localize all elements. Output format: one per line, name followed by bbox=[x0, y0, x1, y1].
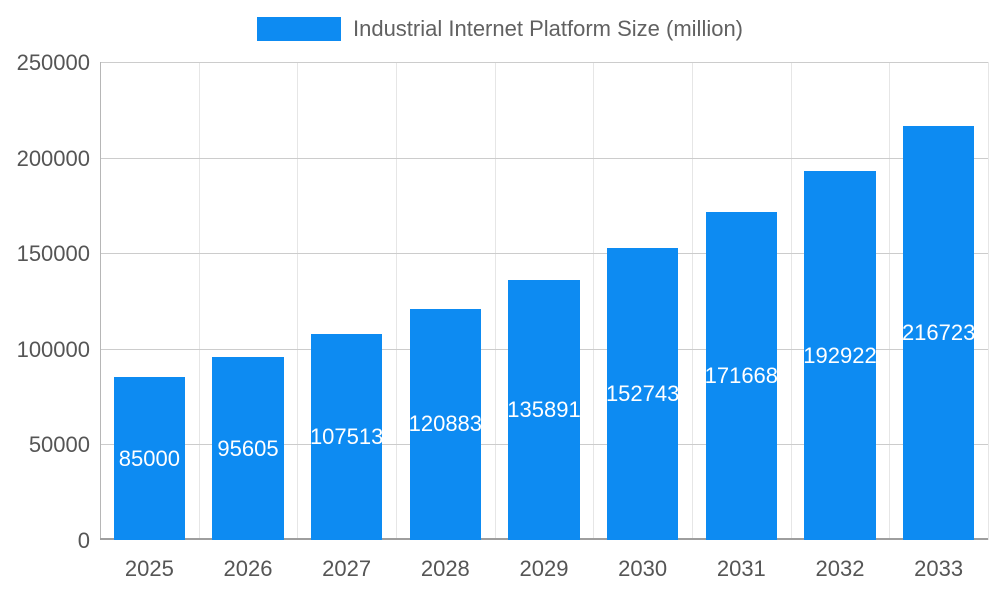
y-axis-tick-label: 100000 bbox=[16, 336, 90, 362]
vertical-gridline bbox=[396, 62, 397, 540]
plot-area: 0 50000 100000 150000 200000 250000 85000 2025 9… bbox=[17, 50, 989, 581]
legend-label: Industrial Internet Platform Size (milli… bbox=[352, 16, 744, 41]
x-axis-tick-label: 2026 bbox=[223, 556, 273, 581]
bar-2030 bbox=[607, 247, 679, 540]
legend-swatch bbox=[256, 17, 341, 41]
vertical-gridline bbox=[988, 62, 989, 540]
bar-2027 bbox=[311, 334, 383, 540]
x-axis-tick-label: 2028 bbox=[420, 556, 470, 581]
y-axis-tick-label: 250000 bbox=[16, 50, 90, 75]
bar-2026 bbox=[212, 357, 284, 540]
bar-2025 bbox=[113, 377, 185, 540]
x-axis-tick-label: 2030 bbox=[618, 556, 668, 581]
vertical-gridline bbox=[297, 62, 299, 540]
vertical-gridline bbox=[889, 62, 891, 540]
vertical-gridline bbox=[198, 62, 200, 540]
vertical-gridline bbox=[593, 62, 595, 540]
x-axis-tick-label: 2032 bbox=[815, 556, 865, 581]
x-axis-tick-label: 2029 bbox=[519, 556, 569, 581]
horizontal-gridline bbox=[100, 253, 988, 255]
bar-2033 bbox=[903, 125, 975, 540]
y-axis-tick-label: 50000 bbox=[28, 432, 90, 458]
x-axis-tick-label: 2025 bbox=[124, 556, 174, 581]
horizontal-gridline bbox=[100, 62, 988, 63]
bar-2032 bbox=[804, 171, 876, 540]
y-axis-tick-label: 0 bbox=[77, 528, 90, 553]
bar-2028 bbox=[409, 308, 481, 540]
vertical-gridline bbox=[692, 62, 693, 540]
y-axis-tick-label: 200000 bbox=[16, 145, 90, 171]
vertical-gridline bbox=[494, 62, 496, 540]
horizontal-gridline bbox=[100, 157, 988, 159]
x-axis-tick-label: 2033 bbox=[914, 556, 964, 581]
bar-2029 bbox=[508, 280, 580, 540]
x-axis-tick-label: 2027 bbox=[322, 556, 372, 581]
bar-2031 bbox=[705, 211, 777, 540]
chart-legend: Industrial Internet Platform Size (milli… bbox=[0, 16, 1000, 42]
y-axis-line bbox=[100, 62, 101, 540]
x-axis-tick-label: 2031 bbox=[716, 556, 766, 581]
vertical-gridline bbox=[790, 62, 792, 540]
y-axis-tick-label: 150000 bbox=[16, 241, 90, 267]
